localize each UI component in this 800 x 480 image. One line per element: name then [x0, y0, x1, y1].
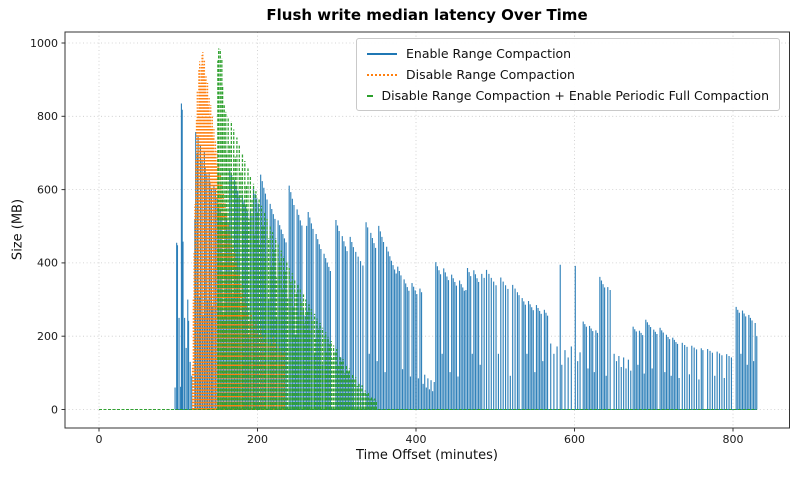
- legend-item: Disable Range Compaction + Enable Period…: [367, 86, 769, 105]
- y-tick-label: 400: [37, 257, 58, 270]
- x-tick-label: 200: [247, 433, 268, 446]
- legend-label: Disable Range Compaction + Enable Period…: [381, 88, 769, 103]
- legend-label: Disable Range Compaction: [406, 67, 575, 82]
- y-tick-label: 600: [37, 183, 58, 196]
- legend-line-blue-solid-icon: [367, 52, 397, 55]
- y-tick-label: 0: [51, 403, 58, 416]
- y-axis-label: Size (MB): [10, 198, 26, 261]
- axis-frame: [61, 31, 790, 432]
- legend-line-green-dashed-icon: [367, 94, 373, 97]
- gridlines: [65, 32, 790, 428]
- series-disable-range-plus-periodic-full: [99, 48, 757, 411]
- x-axis-label: Time Offset (minutes): [356, 448, 498, 463]
- x-tick-label: 800: [723, 433, 744, 446]
- x-tick-label: 600: [564, 433, 585, 446]
- legend-line-orange-dotted-icon: [367, 73, 397, 76]
- legend-item: Disable Range Compaction: [367, 65, 769, 84]
- series-enable-range-compaction: [174, 103, 758, 411]
- legend: Enable Range Compaction Disable Range Co…: [356, 38, 780, 111]
- legend-label: Enable Range Compaction: [406, 46, 572, 61]
- y-tick-label: 1000: [30, 37, 58, 50]
- x-tick-label: 0: [96, 433, 103, 446]
- tick-labels: 0 200 400 600 800 0 200 400 600 800 1000: [30, 37, 744, 446]
- legend-item: Enable Range Compaction: [367, 44, 769, 63]
- y-tick-label: 200: [37, 330, 58, 343]
- y-tick-label: 800: [37, 110, 58, 123]
- x-tick-label: 400: [406, 433, 427, 446]
- chart-title: Flush write median latency Over Time: [266, 6, 588, 24]
